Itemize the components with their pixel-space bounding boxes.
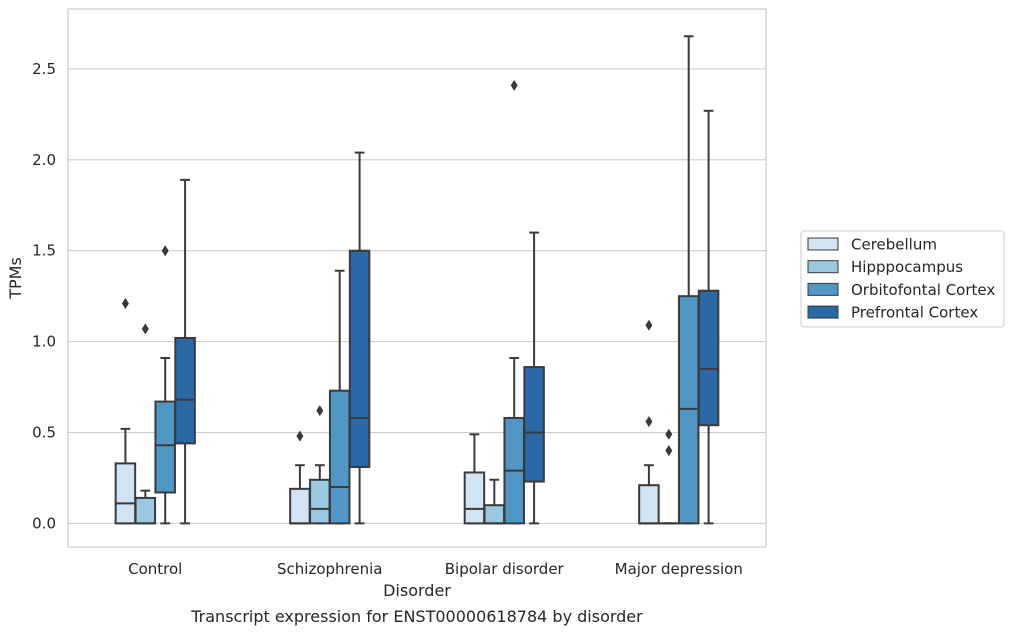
y-tick-label: 0.5 <box>32 423 56 441</box>
x-tick-label: Control <box>128 560 182 578</box>
y-tick-label: 1.5 <box>32 242 56 260</box>
box-plot <box>638 319 660 525</box>
legend-label: Hipppocampus <box>851 258 963 276</box>
outlier-point <box>645 319 653 331</box>
legend-swatch <box>807 260 839 274</box>
x-tick-labels: Control Schizophrenia Bipolar disorder Majo… <box>128 560 743 578</box>
outlier-point <box>141 323 149 335</box>
y-tick-label: 1.0 <box>32 333 56 351</box>
box-plot <box>523 231 545 525</box>
legend-swatch <box>807 237 839 251</box>
box-plot <box>174 178 196 525</box>
x-tick-label: Major depression <box>615 560 743 578</box>
box-body <box>523 366 545 483</box>
box-plot <box>114 297 137 525</box>
box-body <box>174 336 196 445</box>
plot-frame <box>67 8 767 548</box>
box-plot <box>658 428 680 525</box>
x-tick-label: Bipolar disorder <box>445 560 565 578</box>
outlier-point <box>121 297 129 309</box>
legend-label: Orbitofontal Cortex <box>851 281 995 299</box>
box-plot <box>154 245 176 525</box>
box-body <box>328 389 351 525</box>
box-body <box>348 249 371 469</box>
outlier-point <box>316 405 324 417</box>
y-tick-label: 2.0 <box>32 151 56 169</box>
box-groups <box>114 35 720 525</box>
legend-label: Cerebellum <box>851 236 937 254</box>
box-body <box>114 462 137 525</box>
box-body <box>154 400 176 494</box>
box-body <box>697 289 720 427</box>
box-plot <box>309 405 331 525</box>
outlier-point <box>510 79 518 91</box>
x-axis-label: Disorder <box>383 581 451 600</box>
box-plot <box>328 269 351 525</box>
legend-frame <box>800 230 1005 328</box>
box-body <box>463 471 486 525</box>
box-plot <box>463 433 486 525</box>
box-plot <box>289 430 311 525</box>
box-plot <box>483 478 506 525</box>
legend-swatch <box>807 305 839 319</box>
box-plot <box>697 109 720 525</box>
box-body <box>483 504 506 525</box>
outlier-point <box>665 445 673 457</box>
box-plot <box>348 151 371 525</box>
outlier-point <box>296 430 304 442</box>
y-tick-label: 0.0 <box>32 514 56 532</box>
box-plot <box>134 323 157 525</box>
box-body <box>309 478 331 525</box>
legend: Cerebellum Hipppocampus Orbitofontal Corte… <box>800 230 1005 328</box>
chart-caption: Transcript expression for ENST0000061878… <box>190 607 643 626</box>
legend-swatch <box>807 282 839 296</box>
outlier-point <box>161 245 169 257</box>
x-tick-label: Schizophrenia <box>277 560 382 578</box>
box-body <box>289 487 311 525</box>
y-tick-label: 2.5 <box>32 60 56 78</box>
outlier-point <box>665 428 673 440</box>
box-body <box>638 484 660 525</box>
legend-label: Prefrontal Cortex <box>851 304 978 322</box>
outlier-point <box>645 416 653 428</box>
box-body <box>134 496 157 525</box>
y-axis-label: TPMs <box>6 257 25 300</box>
y-tick-labels: 0.0 0.5 1.0 1.5 2.0 2.5 <box>32 60 56 532</box>
